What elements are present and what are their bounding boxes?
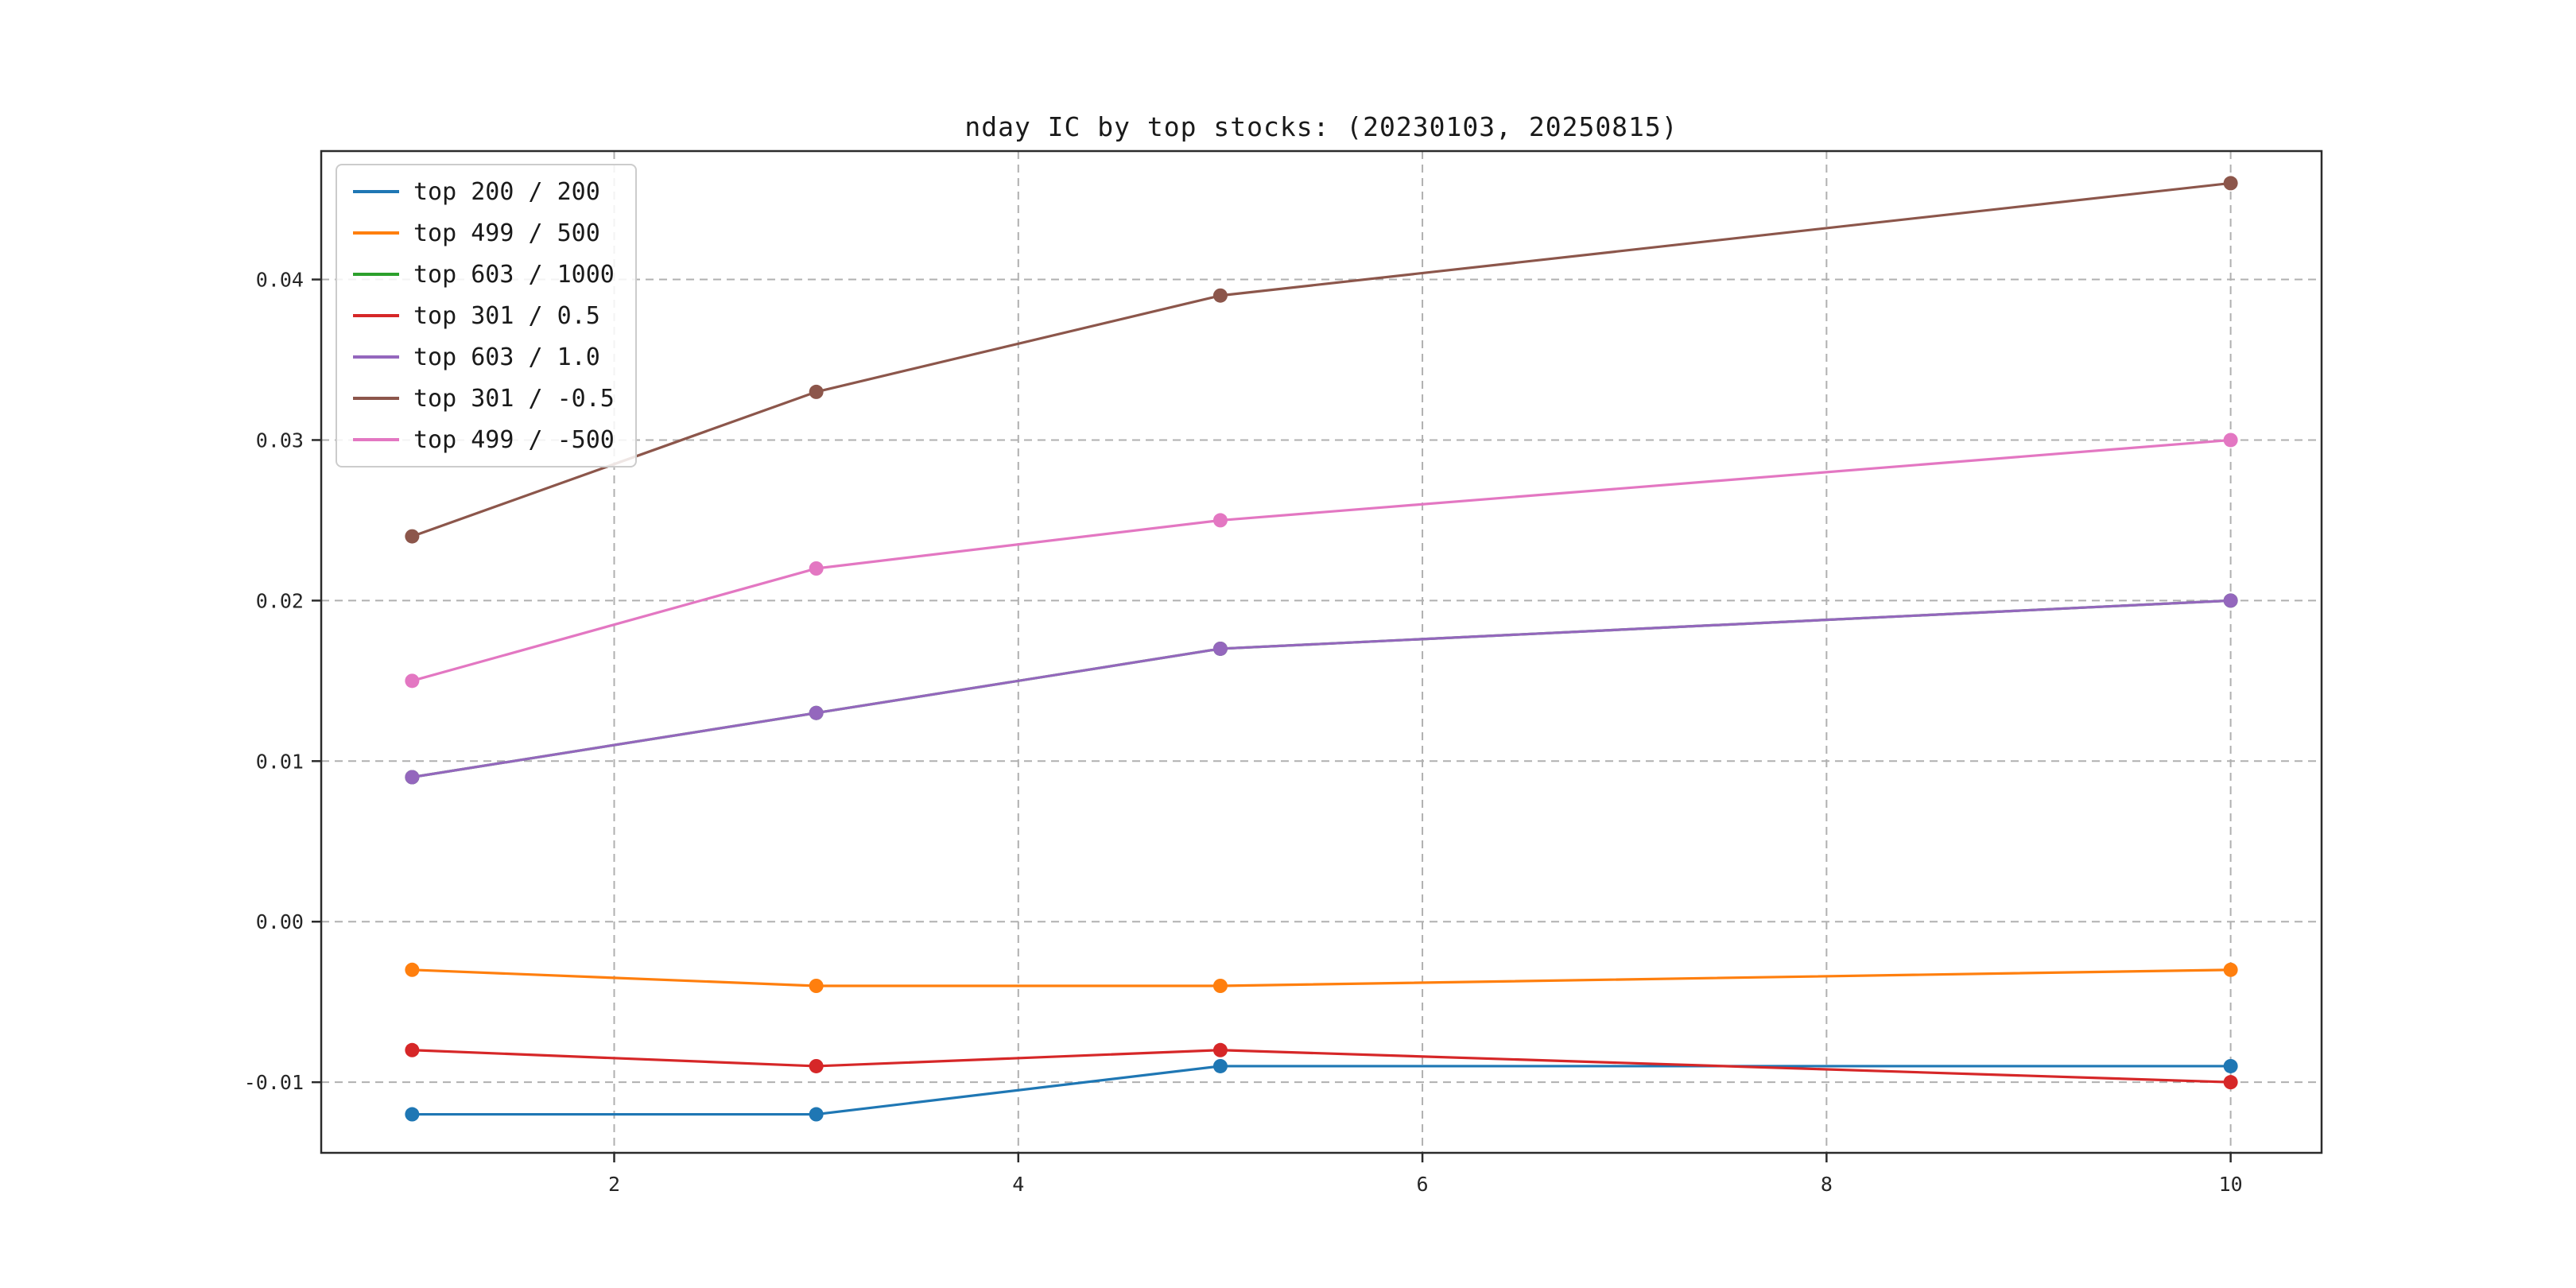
data-point (809, 384, 824, 399)
legend-label: top 301 / -0.5 (413, 384, 615, 413)
legend-line-swatch (353, 355, 399, 359)
y-tick-label: 0.00 (256, 910, 304, 933)
data-point (2223, 1058, 2238, 1073)
data-point (809, 1058, 824, 1073)
series-line-1 (410, 968, 2233, 987)
data-point (2223, 433, 2238, 448)
y-tick-label: 0.04 (256, 269, 304, 292)
legend-label: top 301 / 0.5 (413, 301, 600, 330)
data-point (405, 1042, 420, 1057)
data-point (1212, 1058, 1228, 1073)
legend-label: top 603 / 1000 (413, 260, 615, 289)
y-tick-label: 0.03 (256, 429, 304, 452)
data-point (809, 705, 824, 720)
chart-title: nday IC by top stocks: (20230103, 202508… (964, 111, 1678, 142)
data-point (809, 561, 824, 576)
y-tick-label: 0.01 (256, 750, 304, 773)
legend-line-swatch (353, 190, 399, 193)
data-point (1212, 979, 1228, 993)
legend-item: top 499 / -500 (353, 425, 615, 455)
y-tick-label: 0.02 (256, 589, 304, 612)
legend-item: top 603 / 1.0 (353, 342, 615, 372)
series-line-6 (410, 438, 2233, 682)
x-tick-label: 6 (1417, 1173, 1429, 1196)
series-line-3 (410, 1049, 2233, 1084)
legend-box: top 200 / 200 top 499 / 500 top 603 / 1000… (336, 164, 637, 467)
y-tick-label: -0.01 (244, 1071, 304, 1094)
legend-line-swatch (353, 231, 399, 235)
data-point (1212, 641, 1228, 656)
legend-line-swatch (353, 273, 399, 276)
data-point (2223, 1075, 2238, 1090)
data-point (2223, 962, 2238, 977)
data-point (1212, 288, 1228, 303)
data-point (405, 962, 420, 977)
data-point (1212, 513, 1228, 528)
data-point (2223, 176, 2238, 191)
data-point (809, 979, 824, 993)
plot-area (321, 151, 2322, 1153)
data-point (809, 1107, 824, 1122)
x-tick-label: 8 (1821, 1173, 1833, 1196)
series-line-4 (410, 599, 2233, 779)
x-tick-label: 10 (2219, 1173, 2243, 1196)
legend-item: top 301 / -0.5 (353, 383, 615, 413)
legend-label: top 499 / 500 (413, 219, 600, 247)
legend-label: top 499 / -500 (413, 425, 615, 454)
legend-item: top 499 / 500 (353, 218, 615, 248)
legend-label: top 200 / 200 (413, 177, 600, 206)
legend-line-swatch (353, 438, 399, 441)
legend-line-swatch (353, 397, 399, 400)
data-point (405, 673, 420, 689)
data-point (405, 1107, 420, 1122)
legend-item: top 603 / 1000 (353, 259, 615, 289)
axes-spines (320, 149, 2323, 1154)
data-point (1212, 1042, 1228, 1057)
x-tick-label: 2 (608, 1173, 620, 1196)
data-point (2223, 593, 2238, 608)
data-point (405, 770, 420, 785)
legend-item: top 301 / 0.5 (353, 301, 615, 331)
legend-label: top 603 / 1.0 (413, 343, 600, 371)
legend-line-swatch (353, 314, 399, 317)
data-point (405, 529, 420, 544)
x-tick-label: 4 (1012, 1173, 1024, 1196)
legend-item: top 200 / 200 (353, 177, 615, 207)
